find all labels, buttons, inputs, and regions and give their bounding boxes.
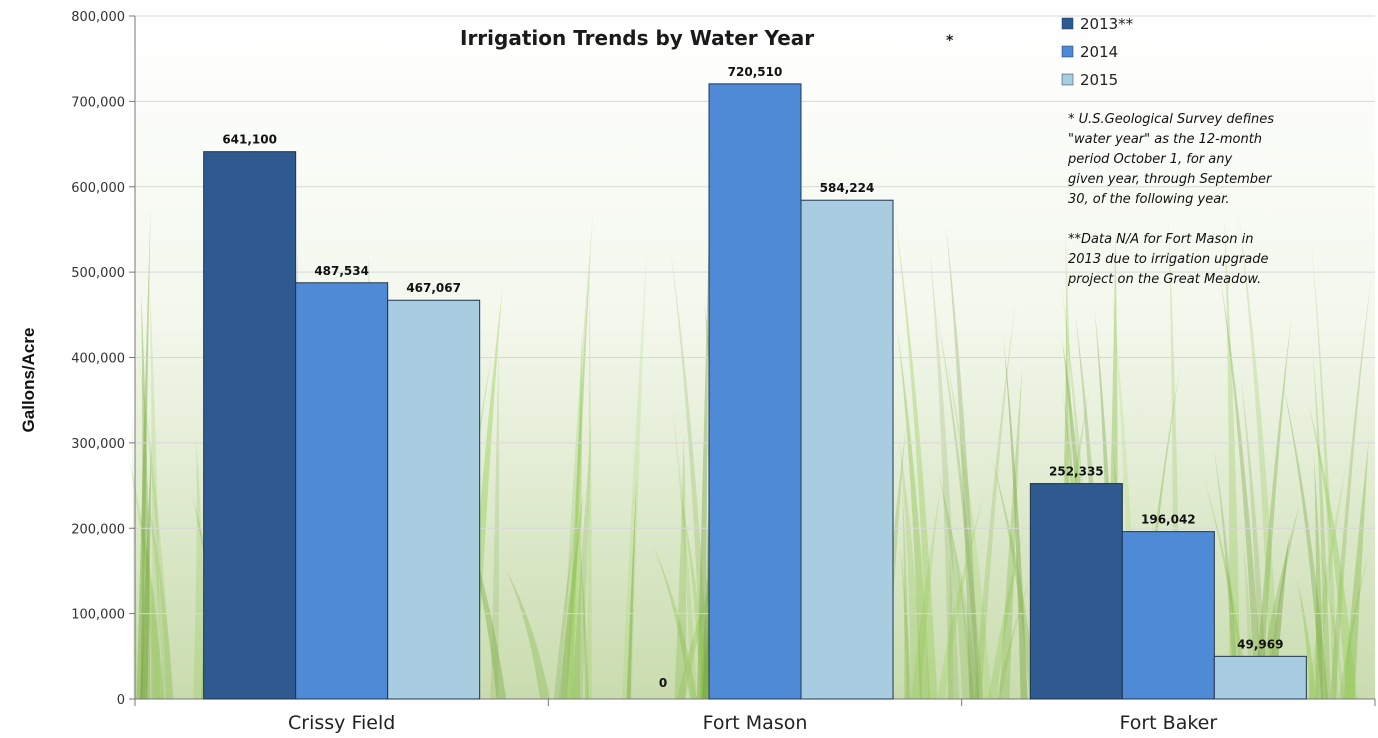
x-category-label: Fort Mason: [703, 712, 808, 734]
bar-data-label: 487,534: [314, 264, 369, 278]
bar: [1030, 484, 1122, 699]
legend-swatch: [1062, 74, 1073, 85]
annotation-line: 2013 due to irrigation upgrade: [1068, 252, 1269, 267]
bar: [204, 152, 296, 699]
y-tick-label: 300,000: [71, 437, 125, 452]
y-tick-label: 700,000: [71, 95, 125, 110]
bar: [801, 200, 893, 699]
chart-title: Irrigation Trends by Water Year: [460, 26, 814, 50]
annotation-line: 30, of the following year.: [1068, 192, 1229, 207]
y-tick-label: 0: [117, 693, 125, 708]
y-tick-label: 800,000: [71, 10, 125, 25]
bar-data-label: 49,969: [1237, 637, 1283, 651]
bar: [709, 84, 801, 699]
bar-data-label: 720,510: [728, 65, 783, 79]
annotation-line: given year, through September: [1068, 172, 1273, 187]
legend-swatch: [1062, 46, 1073, 57]
bar: [388, 300, 480, 699]
bar: [1122, 532, 1214, 699]
y-tick-label: 400,000: [71, 352, 125, 367]
bar-data-label: 641,100: [222, 133, 277, 147]
bar-data-label: 252,335: [1049, 465, 1104, 479]
y-tick-label: 500,000: [71, 266, 125, 281]
bar-data-label: 467,067: [406, 281, 461, 295]
legend-label: 2015: [1080, 71, 1118, 89]
annotation-line: project on the Great Meadow.: [1067, 272, 1261, 287]
y-tick-label: 200,000: [71, 522, 125, 537]
annotation-line: * U.S.Geological Survey defines: [1068, 112, 1274, 127]
legend-label: 2013**: [1080, 15, 1134, 33]
y-axis-label: Gallons/Acre: [19, 328, 38, 433]
x-category-label: Fort Baker: [1119, 712, 1217, 734]
annotation-line: period October 1, for any: [1067, 152, 1232, 167]
bar-data-label: 584,224: [820, 181, 875, 195]
chart-title-mark: *: [946, 33, 954, 49]
bar: [1214, 656, 1306, 699]
legend-swatch: [1062, 18, 1073, 29]
y-tick-label: 600,000: [71, 181, 125, 196]
annotation-line: "water year" as the 12-month: [1068, 132, 1262, 147]
legend-label: 2014: [1080, 43, 1118, 61]
annotation-line: **Data N/A for Fort Mason in: [1068, 232, 1253, 247]
bar-data-label: 196,042: [1141, 513, 1196, 527]
bar-data-label: 0: [659, 676, 667, 690]
x-category-label: Crissy Field: [288, 712, 395, 734]
y-tick-label: 100,000: [71, 608, 125, 623]
bar: [296, 283, 388, 699]
